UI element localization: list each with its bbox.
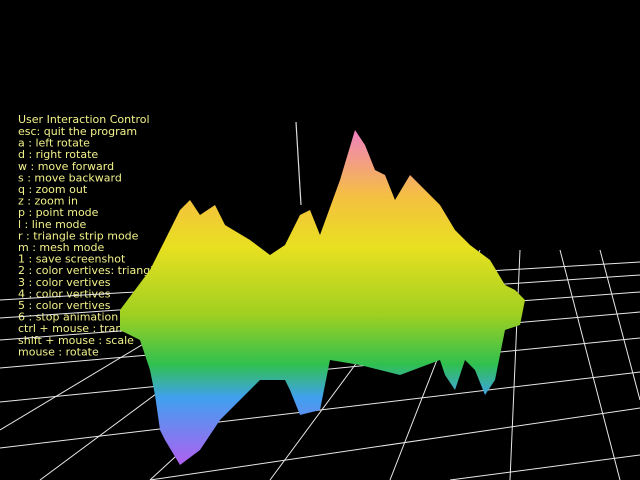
help-line: s : move backward: [18, 171, 122, 184]
help-line: a : left rotate: [18, 137, 90, 150]
axis-line: [295, 121, 302, 206]
help-line: 3 : color vertives: [18, 276, 111, 289]
help-line: User Interaction Control: [18, 113, 150, 126]
help-line: esc: quit the program: [18, 125, 137, 138]
help-line: 6 : stop animation: [18, 311, 118, 324]
help-line: w : move forward: [18, 160, 114, 173]
help-line: 1 : save screenshot: [18, 253, 126, 266]
terrain-surface: [120, 130, 525, 465]
help-line: d : right rotate: [18, 148, 98, 161]
help-line: mouse : rotate: [18, 345, 99, 358]
help-line: z : zoom in: [18, 195, 78, 208]
help-line: ctrl + mouse : translate: [18, 322, 149, 335]
help-line: l : line mode: [18, 218, 87, 231]
help-line: q : zoom out: [18, 183, 88, 196]
help-line: r : triangle strip mode: [18, 229, 139, 242]
help-line: shift + mouse : scale: [18, 334, 134, 347]
help-line: m : mesh mode: [18, 241, 105, 254]
help-line: 5 : color vertives: [18, 299, 111, 312]
help-line: 2 : color vertives: triangle: [18, 264, 160, 277]
help-line: p : point mode: [18, 206, 99, 219]
